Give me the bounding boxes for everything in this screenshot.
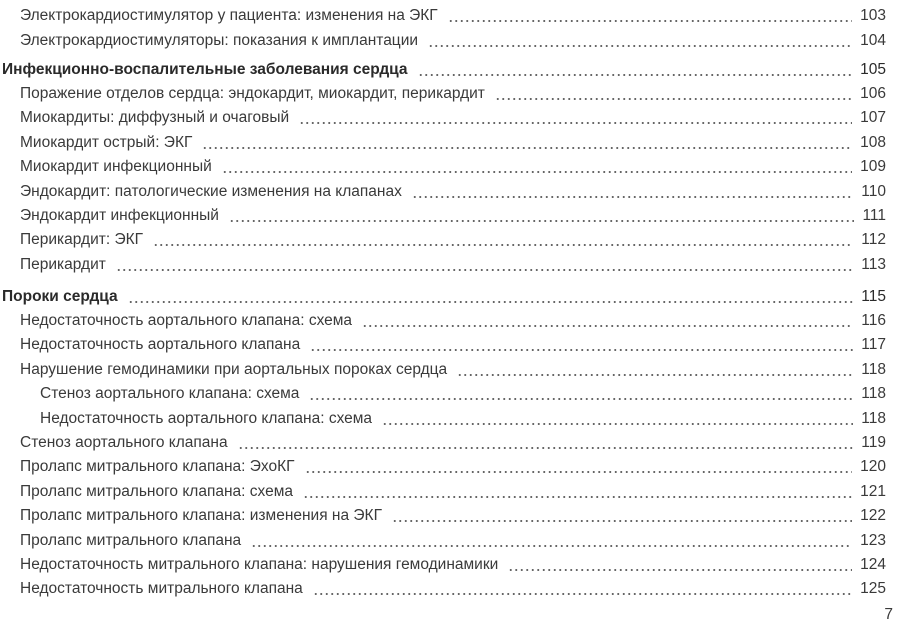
dot-leader [457, 362, 854, 377]
table-of-contents: Электрокардиостимулятор у пациента: изме… [2, 2, 886, 599]
toc-entry-page: 111 [862, 207, 886, 225]
toc-entry-page: 104 [860, 31, 886, 49]
dot-leader [411, 184, 854, 199]
toc-entry-title: Инфекционно-воспалительные заболевания с… [2, 60, 408, 78]
toc-entry-title: Стеноз аортального клапана [20, 434, 228, 452]
toc-entry-page: 115 [861, 287, 886, 305]
toc-entry-page: 103 [860, 7, 886, 25]
toc-entry: Миокардит острый: ЭКГ 108 [2, 128, 886, 152]
toc-entry-title: Миокардит инфекционный [20, 158, 212, 176]
toc-entry-title: Эндокардит инфекционный [20, 207, 219, 225]
toc-entry-title: Эндокардит: патологические изменения на … [20, 182, 402, 200]
dot-leader [312, 582, 853, 597]
toc-entry-page: 124 [860, 555, 886, 573]
toc-entry: Поражение отделов сердца: эндокардит, ми… [2, 80, 886, 104]
toc-entry: Пролапс митрального клапана: ЭхоКГ 120 [2, 453, 886, 477]
toc-entry-title: Нарушение гемодинамики при аортальных по… [20, 360, 448, 378]
toc-entry-title: Поражение отделов сердца: эндокардит, ми… [20, 85, 485, 103]
dot-leader [309, 387, 854, 402]
toc-entry-title: Недостаточность аортального клапана: схе… [40, 409, 373, 427]
dot-leader [304, 460, 853, 475]
toc-entry-title: Перикардит: ЭКГ [20, 231, 144, 249]
dot-leader [428, 33, 853, 48]
toc-entry: Недостаточность митрального клапана 125 [2, 575, 886, 599]
toc-entry: Миокардиты: диффузный и очаговый 107 [2, 104, 886, 128]
dot-leader [494, 87, 853, 102]
dot-leader [382, 411, 854, 426]
dot-leader [310, 338, 854, 353]
toc-entry-page: 108 [860, 133, 886, 151]
dot-leader [251, 533, 853, 548]
toc-entry: Электрокардиостимулятор у пациента: изме… [2, 2, 886, 26]
dot-leader [228, 209, 854, 224]
toc-entry-title: Электрокардиостимуляторы: показания к им… [20, 31, 419, 49]
toc-entry-title: Недостаточность митрального клапана: нар… [20, 555, 499, 573]
toc-entry: Перикардит 113 [2, 250, 886, 274]
toc-entry: Электрокардиостимуляторы: показания к им… [2, 26, 886, 50]
toc-entry-page: 105 [860, 60, 886, 78]
toc-entry-title: Миокардит острый: ЭКГ [20, 133, 193, 151]
toc-entry: Эндокардит инфекционный 111 [2, 202, 886, 226]
toc-entry-title: Пролапс митрального клапана: схема [20, 482, 293, 500]
toc-entry: Пролапс митрального клапана 123 [2, 526, 886, 550]
toc-entry: Пролапс митрального клапана: схема 121 [2, 477, 886, 501]
toc-entry-page: 113 [861, 255, 886, 273]
toc-entry: Нарушение гемодинамики при аортальных по… [2, 355, 886, 379]
toc-entry-title: Пролапс митрального клапана: ЭхоКГ [20, 458, 295, 476]
toc-entry-page: 122 [860, 507, 886, 525]
dot-leader [299, 111, 853, 126]
toc-entry: Недостаточность аортального клапана: схе… [2, 307, 886, 331]
dot-leader [508, 557, 853, 572]
dot-leader [115, 257, 854, 272]
toc-entry-title: Недостаточность аортального клапана [20, 336, 301, 354]
dot-leader [153, 233, 854, 248]
toc-entry: Недостаточность аортального клапана: схе… [2, 404, 886, 428]
toc-entry: Миокардит инфекционный 109 [2, 153, 886, 177]
dot-leader [202, 135, 853, 150]
toc-entry-title: Пороки сердца [2, 287, 118, 305]
toc-entry-page: 121 [860, 482, 886, 500]
toc-entry: Перикардит: ЭКГ 112 [2, 226, 886, 250]
toc-entry-page: 106 [860, 85, 886, 103]
dot-leader [221, 160, 853, 175]
toc-entry-page: 112 [861, 231, 886, 249]
toc-entry-title: Миокардиты: диффузный и очаговый [20, 109, 290, 127]
toc-entry-title: Перикардит [20, 255, 106, 273]
dot-leader [362, 314, 854, 329]
toc-entry: Пролапс митрального клапана: изменения н… [2, 502, 886, 526]
toc-entry-title: Стеноз аортального клапана: схема [40, 385, 300, 403]
toc-entry-page: 109 [860, 158, 886, 176]
toc-entry: Недостаточность аортального клапана 117 [2, 331, 886, 355]
toc-entry: Стеноз аортального клапана 119 [2, 429, 886, 453]
toc-entry-page: 123 [860, 531, 886, 549]
toc-entry-page: 110 [861, 182, 886, 200]
toc-entry-page: 120 [860, 458, 886, 476]
toc-entry-page: 107 [860, 109, 886, 127]
toc-section-heading: Пороки сердца 115 [2, 282, 886, 306]
dot-leader [417, 62, 853, 77]
toc-entry-title: Электрокардиостимулятор у пациента: изме… [20, 7, 438, 25]
dot-leader [127, 289, 854, 304]
toc-section-heading: Инфекционно-воспалительные заболевания с… [2, 55, 886, 79]
toc-entry-page: 118 [861, 385, 886, 403]
toc-entry-page: 116 [861, 312, 886, 330]
toc-entry-title: Недостаточность аортального клапана: схе… [20, 312, 353, 330]
toc-entry-page: 117 [861, 336, 886, 354]
toc-entry: Эндокардит: патологические изменения на … [2, 177, 886, 201]
page-number: 7 [884, 606, 893, 623]
dot-leader [237, 436, 854, 451]
toc-entry-page: 119 [861, 434, 886, 452]
toc-entry-page: 118 [861, 409, 886, 427]
toc-entry: Стеноз аортального клапана: схема 118 [2, 380, 886, 404]
toc-entry-title: Пролапс митрального клапана: изменения н… [20, 507, 382, 525]
toc-entry-title: Пролапс митрального клапана [20, 531, 242, 549]
toc-entry-title: Недостаточность митрального клапана [20, 580, 303, 598]
dot-leader [447, 9, 853, 24]
toc-entry: Недостаточность митрального клапана: нар… [2, 551, 886, 575]
dot-leader [303, 484, 853, 499]
toc-entry-page: 118 [861, 360, 886, 378]
dot-leader [391, 509, 853, 524]
toc-entry-page: 125 [860, 580, 886, 598]
